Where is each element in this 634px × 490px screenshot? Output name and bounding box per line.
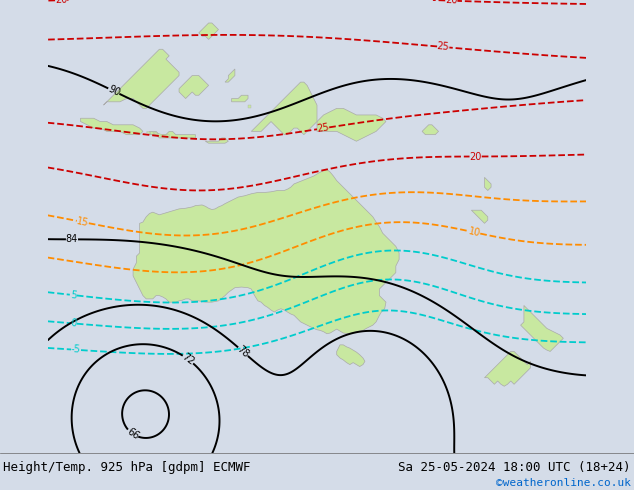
Polygon shape bbox=[225, 69, 235, 82]
Text: 72: 72 bbox=[180, 351, 196, 367]
Text: 15: 15 bbox=[75, 216, 90, 228]
Text: 25: 25 bbox=[316, 122, 330, 134]
Text: 5: 5 bbox=[70, 290, 77, 300]
Text: Sa 25-05-2024 18:00 UTC (18+24): Sa 25-05-2024 18:00 UTC (18+24) bbox=[398, 462, 631, 474]
Text: 0: 0 bbox=[70, 318, 77, 329]
Polygon shape bbox=[521, 305, 564, 351]
Text: ©weatheronline.co.uk: ©weatheronline.co.uk bbox=[496, 478, 631, 488]
Text: 20: 20 bbox=[55, 0, 67, 5]
Polygon shape bbox=[471, 210, 488, 223]
Polygon shape bbox=[484, 177, 491, 191]
Polygon shape bbox=[484, 351, 531, 386]
Text: 66: 66 bbox=[125, 426, 141, 441]
Text: 90: 90 bbox=[106, 84, 122, 98]
Polygon shape bbox=[179, 75, 209, 98]
Text: 20: 20 bbox=[469, 151, 482, 162]
Polygon shape bbox=[337, 345, 365, 367]
Text: Height/Temp. 925 hPa [gdpm] ECMWF: Height/Temp. 925 hPa [gdpm] ECMWF bbox=[3, 462, 250, 474]
Text: 25: 25 bbox=[437, 42, 450, 52]
Polygon shape bbox=[248, 105, 251, 108]
Polygon shape bbox=[133, 170, 399, 334]
Polygon shape bbox=[150, 131, 195, 138]
Polygon shape bbox=[422, 125, 439, 135]
Polygon shape bbox=[199, 23, 219, 39]
Polygon shape bbox=[153, 132, 157, 135]
Polygon shape bbox=[251, 82, 317, 135]
Polygon shape bbox=[317, 108, 386, 141]
Text: 20: 20 bbox=[445, 0, 458, 6]
Polygon shape bbox=[231, 95, 248, 102]
Polygon shape bbox=[158, 133, 169, 137]
Polygon shape bbox=[205, 138, 228, 143]
Text: 84: 84 bbox=[66, 234, 78, 245]
Polygon shape bbox=[103, 49, 179, 108]
Polygon shape bbox=[81, 118, 143, 135]
Polygon shape bbox=[146, 131, 151, 134]
Text: -5: -5 bbox=[71, 344, 81, 355]
Text: 78: 78 bbox=[235, 344, 251, 360]
Text: 10: 10 bbox=[467, 226, 481, 239]
